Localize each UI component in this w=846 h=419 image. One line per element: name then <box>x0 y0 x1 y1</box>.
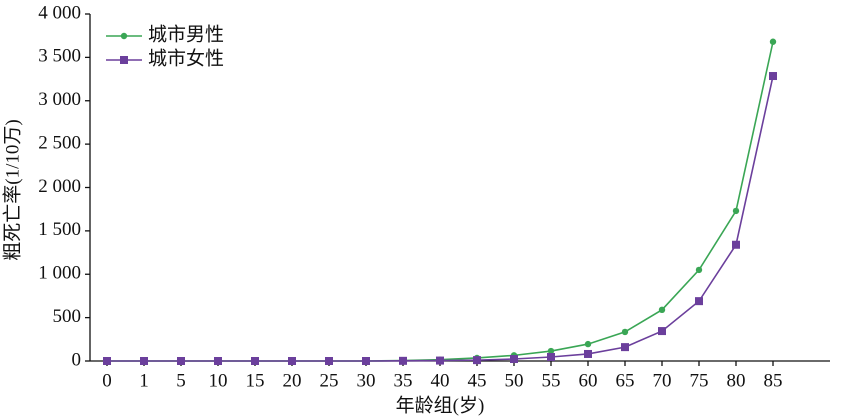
x-tick-label: 70 <box>653 370 672 391</box>
y-tick-label: 0 <box>72 349 82 370</box>
x-tick-label: 1 <box>139 370 149 391</box>
point <box>769 38 777 45</box>
point <box>436 356 444 365</box>
point <box>177 357 185 365</box>
x-tick-label: 80 <box>727 370 746 391</box>
point <box>584 340 592 348</box>
point <box>695 266 703 274</box>
y-tick-label: 4 000 <box>38 2 81 23</box>
point <box>695 297 703 306</box>
point <box>120 56 128 64</box>
y-tick-label: 3 500 <box>38 46 81 67</box>
legend-label: 城市女性 <box>148 47 224 69</box>
point <box>584 349 592 358</box>
x-tick-label: 50 <box>505 370 524 391</box>
point <box>140 357 148 365</box>
x-tick-label: 85 <box>764 370 783 391</box>
point <box>120 32 128 40</box>
y-tick-label: 1 000 <box>38 263 81 284</box>
y-tick-label: 1 500 <box>38 219 81 240</box>
x-tick-label: 5 <box>176 370 186 391</box>
y-tick-label: 2 000 <box>38 176 81 197</box>
x-tick-label: 45 <box>468 370 487 391</box>
point <box>732 240 740 249</box>
x-tick-label: 65 <box>616 370 635 391</box>
x-tick-label: 55 <box>542 370 561 391</box>
x-tick-label: 35 <box>394 370 413 391</box>
point <box>510 355 518 364</box>
point <box>621 343 629 352</box>
point <box>547 347 555 355</box>
point <box>103 357 111 365</box>
point <box>214 357 222 365</box>
line <box>107 75 774 362</box>
point <box>473 356 481 365</box>
point <box>325 357 333 365</box>
x-axis-label: 年龄组(岁) <box>396 394 485 416</box>
x-tick-label: 0 <box>102 370 112 391</box>
x-tick-label: 75 <box>690 370 709 391</box>
point <box>658 327 666 336</box>
x-tick-label: 10 <box>209 370 228 391</box>
point <box>251 357 259 365</box>
x-tick-label: 20 <box>283 370 302 391</box>
x-tick-label: 40 <box>431 370 450 391</box>
point <box>288 357 296 365</box>
point <box>621 328 629 336</box>
x-tick-label: 60 <box>579 370 598 391</box>
y-tick-label: 3 000 <box>38 89 81 110</box>
point <box>769 72 777 81</box>
legend-label: 城市男性 <box>148 23 224 45</box>
y-tick-label: 500 <box>53 306 82 327</box>
y-axis-label: 粗死亡率(1/10万) <box>1 119 23 260</box>
point <box>399 356 407 365</box>
line <box>107 41 774 362</box>
point <box>362 357 370 365</box>
x-tick-label: 30 <box>357 370 376 391</box>
y-tick-label: 2 500 <box>38 132 81 153</box>
point <box>658 306 666 314</box>
point <box>547 353 555 362</box>
x-tick-label: 25 <box>320 370 339 391</box>
point <box>732 207 740 215</box>
x-tick-label: 15 <box>246 370 265 391</box>
